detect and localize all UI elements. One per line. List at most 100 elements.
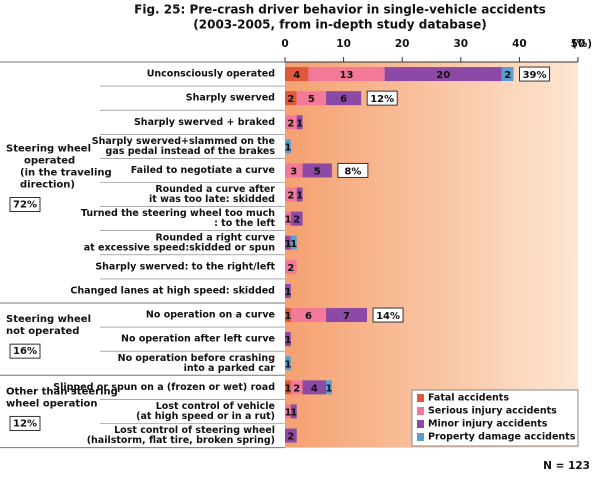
segment-label: 1 — [284, 383, 291, 394]
bar-segment — [285, 428, 297, 443]
total-label: 39% — [523, 70, 547, 81]
x-tick-label: 50 — [571, 38, 586, 50]
category-label: No operation after left curve — [121, 334, 275, 345]
category-label: Changed lanes at high speed: skidded — [70, 285, 275, 296]
total-box — [366, 90, 398, 106]
bar-segment — [290, 380, 303, 395]
total-label: 8% — [344, 166, 361, 177]
legend-swatch — [417, 394, 424, 402]
bar-segment — [290, 404, 297, 419]
bar-segment — [326, 380, 332, 395]
segment-label: 1 — [284, 407, 291, 418]
group-label: (in the traveling — [20, 168, 112, 179]
bar-segment — [326, 308, 368, 323]
bar-segment — [285, 308, 291, 323]
group-label: operated — [24, 156, 75, 167]
legend-label: Minor injury accidents — [428, 419, 548, 430]
segment-label: 1 — [290, 407, 297, 418]
bar-segment — [302, 380, 327, 395]
x-tick-label: 30 — [453, 38, 468, 50]
segment-label: 2 — [504, 70, 511, 81]
segment-label: 1 — [284, 215, 291, 226]
segment-label: 1 — [284, 239, 291, 250]
segment-label: 1 — [290, 239, 297, 250]
total-box — [372, 307, 404, 323]
group-label: wheel operation — [6, 398, 98, 409]
bar-segment — [290, 211, 303, 226]
group-share-box — [9, 343, 41, 359]
group-label: not operated — [6, 326, 79, 337]
total-label: 14% — [376, 311, 400, 322]
bar-segment — [501, 67, 514, 82]
bar-segment — [285, 356, 291, 371]
bar-segment — [296, 187, 303, 202]
x-tick-label: 20 — [395, 38, 410, 50]
legend-box — [411, 389, 579, 447]
segment-label: 13 — [340, 70, 354, 81]
sample-size: N = 123 — [543, 460, 590, 472]
bar-segment — [285, 332, 291, 347]
group-label: direction) — [20, 180, 75, 191]
category-label: Rounded a right curve — [155, 232, 275, 243]
segment-label: 1 — [296, 118, 303, 129]
group-share: 12% — [13, 418, 37, 429]
bar-segment — [285, 139, 291, 154]
bar-segment — [285, 283, 291, 298]
total-label: 12% — [370, 94, 394, 105]
bar-segment — [285, 115, 297, 130]
segment-label: 6 — [305, 311, 312, 322]
segment-label: 2 — [287, 94, 294, 105]
bar-segment — [384, 67, 502, 82]
category-label: into a parked car — [184, 363, 276, 374]
legend-swatch — [417, 407, 424, 415]
category-label: Failed to negotiate a curve — [131, 165, 275, 176]
segment-label: 1 — [284, 359, 291, 370]
x-tick-label: 0 — [281, 38, 288, 50]
bar-segment — [326, 91, 362, 106]
group-share-box — [9, 197, 41, 212]
chart-title: Fig. 25: Pre-crash driver behavior in si… — [134, 3, 546, 17]
bar-segment — [302, 163, 332, 178]
segment-label: 4 — [311, 383, 318, 394]
category-label: Lost control of vehicle — [156, 401, 275, 412]
bar-segment — [285, 67, 309, 82]
group-share-box — [9, 415, 41, 431]
segment-label: 6 — [340, 94, 347, 105]
segment-label: 1 — [284, 335, 291, 346]
category-label: Unconsciously operated — [147, 69, 275, 80]
total-box — [519, 66, 551, 82]
legend-swatch — [417, 420, 424, 428]
category-label: Sharply swerved + braked — [134, 117, 275, 128]
segment-label: 2 — [287, 263, 294, 274]
category-label: No operation on a curve — [146, 310, 275, 321]
category-label: it was too late: skidded — [149, 194, 275, 205]
category-label: Rounded a curve after — [155, 184, 275, 195]
group-share: 16% — [13, 346, 37, 357]
category-label: (at high speed or in a rut) — [136, 411, 275, 422]
plot-background — [285, 62, 578, 448]
bar-segment — [285, 187, 297, 202]
bar-segment — [296, 115, 303, 130]
unit-label: (%) — [572, 38, 592, 50]
bar-segment — [290, 308, 327, 323]
category-label: Lost control of steering wheel — [114, 425, 275, 436]
bar-segment — [285, 211, 291, 226]
category-label: Turned the steering wheel too much — [81, 208, 275, 219]
category-label: Sharply swerved — [186, 93, 275, 104]
segment-label: 2 — [287, 191, 294, 202]
legend-label: Fatal accidents — [428, 393, 509, 404]
segment-label: 1 — [296, 191, 303, 202]
bar-segment — [290, 235, 297, 250]
segment-label: 5 — [308, 94, 315, 105]
x-tick-label: 10 — [336, 38, 351, 50]
segment-label: 1 — [325, 383, 332, 394]
category-label: No operation before crashing — [118, 353, 275, 364]
segment-label: 4 — [293, 70, 300, 81]
chart-subtitle: (2003-2005, from in-depth study database… — [193, 18, 486, 32]
legend-label: Property damage accidents — [428, 432, 576, 443]
category-label: (hailstorm, flat tire, broken spring) — [87, 435, 275, 446]
segment-label: 1 — [284, 311, 291, 322]
category-label: Sharply swerved+slammed on the — [92, 136, 275, 147]
bar-segment — [285, 404, 291, 419]
